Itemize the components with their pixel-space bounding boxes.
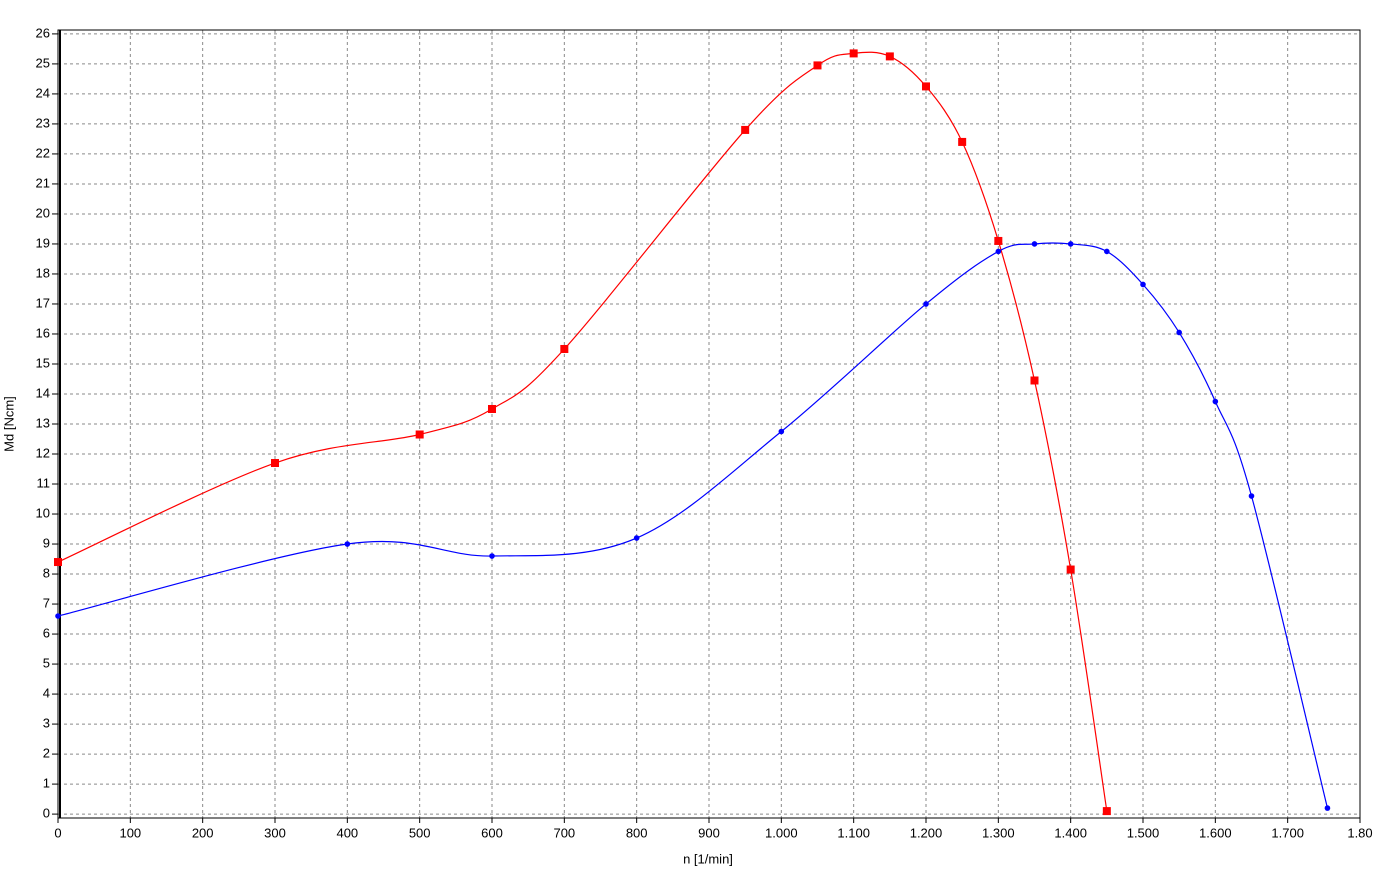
point [994,236,1003,245]
point [1066,565,1075,574]
point [849,49,858,58]
point [54,558,62,567]
x-tick-label: 1.100 [837,825,870,840]
x-tick-label: 500 [409,825,431,840]
point [995,248,1002,255]
x-axis-label: n [1/min] [683,851,733,866]
point [923,301,929,307]
x-tick-label: 700 [553,825,575,840]
x-tick-label: 1.200 [910,825,943,840]
x-tick-label: 400 [336,825,358,840]
x-tick-label: 100 [119,825,141,840]
point [1212,398,1219,405]
point [271,459,279,468]
point [1031,241,1038,247]
x-tick-label: 1.400 [1054,825,1087,840]
point [489,553,495,559]
point [1248,493,1255,499]
y-tick-label: 13 [36,415,50,430]
point [1030,376,1039,385]
x-tick-label: 600 [481,825,503,840]
point [415,430,424,439]
point [1067,241,1074,247]
point [1324,805,1331,811]
y-tick-label: 0 [43,806,50,821]
point [633,535,640,541]
y-tick-label: 15 [36,355,50,370]
point [488,404,496,413]
y-tick-label: 16 [36,325,50,340]
point [922,82,930,91]
point [885,52,894,61]
point [1104,248,1110,255]
y-tick-label: 20 [36,205,50,220]
y-tick-label: 5 [43,655,50,670]
point [560,344,569,353]
x-tick-label: 900 [698,825,720,840]
y-tick-label: 6 [43,625,50,640]
y-tick-label: 10 [36,505,50,520]
y-tick-label: 9 [43,535,50,550]
x-tick-label: 1.000 [765,825,798,840]
x-tick-label: 200 [192,825,214,840]
x-tick-label: 1.300 [982,825,1015,840]
point [958,137,967,146]
y-tick-label: 19 [36,235,50,250]
y-tick-label: 21 [36,175,50,190]
y-tick-label: 14 [36,385,50,400]
series-line [57,242,1329,809]
y-tick-label: 23 [36,115,50,130]
y-tick-label: 25 [36,55,50,70]
point [741,125,750,134]
y-tick-label: 11 [37,475,51,490]
point [1140,281,1146,288]
y-tick-label: 8 [43,565,50,580]
x-tick-label: 0 [54,825,61,840]
x-tick-label: 800 [626,825,648,840]
y-axis-label: Md [Ncm] [1,396,16,452]
y-tick-label: 1 [43,776,50,791]
y-tick-label: 17 [36,295,50,310]
x-tick-label: 1.80 [1347,825,1372,840]
plot-frame [57,29,1361,819]
x-tick-label: 300 [264,825,286,840]
x-tick-label: 1.600 [1199,825,1232,840]
y-tick-label: 24 [36,85,50,100]
y-tick-label: 26 [36,25,50,40]
y-tick-label: 18 [36,265,50,280]
point [55,613,61,619]
y-tick-label: 22 [36,145,50,160]
point [1102,807,1111,816]
y-tick-label: 4 [43,686,50,701]
point [813,61,822,70]
point [1176,329,1182,336]
point [778,428,785,435]
y-tick-label: 7 [43,595,50,610]
x-tick-label: 1.500 [1127,825,1160,840]
point [344,541,351,547]
y-tick-label: 3 [43,716,50,731]
x-tick-label: 1.700 [1271,825,1304,840]
y-tick-label: 12 [36,445,50,460]
series-line [57,51,1108,812]
y-tick-label: 2 [43,746,50,761]
